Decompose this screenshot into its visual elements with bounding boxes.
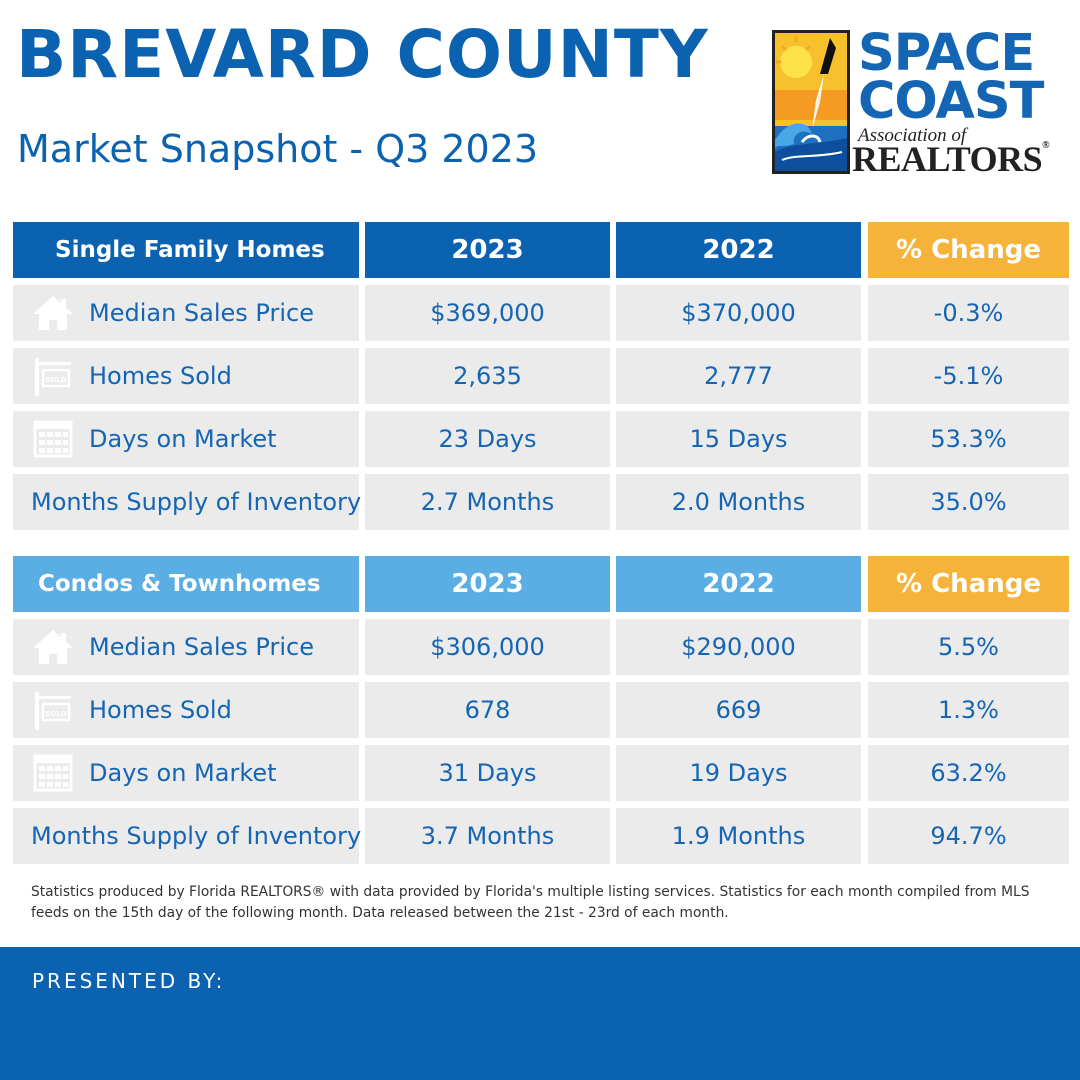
svg-text:SOLD: SOLD: [45, 710, 66, 718]
house-icon: [33, 630, 73, 664]
presented-by-label: PRESENTED BY:: [32, 969, 226, 993]
value-2023: 678: [365, 682, 610, 738]
sold-sign-icon: SOLD: [35, 692, 71, 730]
page-subtitle: Market Snapshot - Q3 2023: [17, 127, 539, 171]
value-2023: 2,635: [365, 348, 610, 404]
svg-text:SOLD: SOLD: [45, 376, 66, 384]
value-2023: 23 Days: [365, 411, 610, 467]
sold-sign-icon: SOLD: [35, 358, 71, 396]
logo-realtors-text: REALTORS®: [852, 139, 1050, 179]
value-2023: $369,000: [365, 285, 610, 341]
value-2022: $370,000: [616, 285, 861, 341]
value-2022: $290,000: [616, 619, 861, 675]
value-change: 35.0%: [868, 474, 1069, 530]
row-label: Months Supply of Inventory: [31, 822, 362, 850]
row-label: Median Sales Price: [89, 299, 314, 327]
value-change: 53.3%: [868, 411, 1069, 467]
column-header-2022: 2022: [616, 222, 861, 278]
value-2022: 19 Days: [616, 745, 861, 801]
table-row: SOLD Homes Sold 2,635 2,777 -5.1%: [13, 348, 1069, 404]
logo-emblem-icon: [772, 30, 850, 174]
logo-space-text: SPACE: [858, 24, 1035, 83]
column-header-change: % Change: [868, 556, 1069, 612]
value-change: 94.7%: [868, 808, 1069, 864]
table-row: Days on Market 23 Days 15 Days 53.3%: [13, 411, 1069, 467]
footer-bar: PRESENTED BY:: [0, 947, 1080, 1080]
value-2023: 2.7 Months: [365, 474, 610, 530]
value-change: 5.5%: [868, 619, 1069, 675]
row-label: Median Sales Price: [89, 633, 314, 661]
row-label: Days on Market: [89, 425, 277, 453]
value-2022: 2,777: [616, 348, 861, 404]
value-2022: 669: [616, 682, 861, 738]
logo-coast-text: COAST: [858, 72, 1044, 131]
value-change: -0.3%: [868, 285, 1069, 341]
row-label: Months Supply of Inventory: [31, 488, 362, 516]
table-row: Months Supply of Inventory 3.7 Months 1.…: [13, 808, 1069, 864]
column-header-change: % Change: [868, 222, 1069, 278]
table-row: Median Sales Price $369,000 $370,000 -0.…: [13, 285, 1069, 341]
value-2022: 15 Days: [616, 411, 861, 467]
footnote: Statistics produced by Florida REALTORS®…: [31, 884, 1030, 921]
page-title: BREVARD COUNTY: [16, 16, 709, 93]
value-change: 63.2%: [868, 745, 1069, 801]
table-row: Months Supply of Inventory 2.7 Months 2.…: [13, 474, 1069, 530]
calendar-icon: [33, 420, 73, 458]
column-header-2023: 2023: [365, 556, 610, 612]
value-2023: $306,000: [365, 619, 610, 675]
table-heading: Condos & Townhomes: [13, 556, 359, 612]
table-row: SOLD Homes Sold 678 669 1.3%: [13, 682, 1069, 738]
row-label: Homes Sold: [89, 696, 232, 724]
value-2022: 2.0 Months: [616, 474, 861, 530]
value-2023: 31 Days: [365, 745, 610, 801]
space-coast-realtors-logo: SPACE COAST Association of REALTORS®: [772, 24, 1062, 179]
row-label: Homes Sold: [89, 362, 232, 390]
calendar-icon: [33, 754, 73, 792]
table-header-row: Single Family Homes 2023 2022 % Change: [13, 222, 1069, 278]
column-header-2022: 2022: [616, 556, 861, 612]
table-row: Median Sales Price $306,000 $290,000 5.5…: [13, 619, 1069, 675]
logo-association-text: Association of: [858, 125, 967, 146]
column-header-2023: 2023: [365, 222, 610, 278]
value-change: 1.3%: [868, 682, 1069, 738]
value-change: -5.1%: [868, 348, 1069, 404]
value-2023: 3.7 Months: [365, 808, 610, 864]
table-row: Days on Market 31 Days 19 Days 63.2%: [13, 745, 1069, 801]
table-header-row: Condos & Townhomes 2023 2022 % Change: [13, 556, 1069, 612]
value-2022: 1.9 Months: [616, 808, 861, 864]
table-heading: Single Family Homes: [13, 222, 359, 278]
house-icon: [33, 296, 73, 330]
row-label: Days on Market: [89, 759, 277, 787]
